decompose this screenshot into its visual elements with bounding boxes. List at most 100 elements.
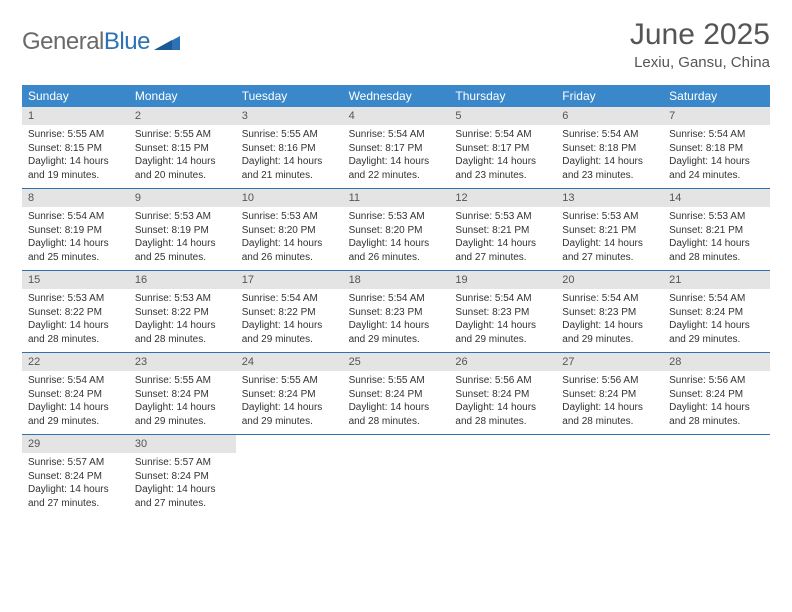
- day-number: [236, 435, 343, 455]
- logo-text-blue: Blue: [104, 28, 150, 56]
- calendar-week: 15Sunrise: 5:53 AMSunset: 8:22 PMDayligh…: [22, 271, 770, 353]
- day-details: Sunrise: 5:55 AMSunset: 8:24 PMDaylight:…: [343, 371, 450, 434]
- calendar-day: 25Sunrise: 5:55 AMSunset: 8:24 PMDayligh…: [343, 353, 450, 434]
- day-number: [343, 435, 450, 455]
- day-details: Sunrise: 5:53 AMSunset: 8:20 PMDaylight:…: [343, 207, 450, 270]
- calendar-day: 9Sunrise: 5:53 AMSunset: 8:19 PMDaylight…: [129, 189, 236, 270]
- day-number: 17: [236, 271, 343, 289]
- calendar-day: 20Sunrise: 5:54 AMSunset: 8:23 PMDayligh…: [556, 271, 663, 352]
- day-number: 26: [449, 353, 556, 371]
- calendar-day: 1Sunrise: 5:55 AMSunset: 8:15 PMDaylight…: [22, 107, 129, 188]
- calendar-day: 16Sunrise: 5:53 AMSunset: 8:22 PMDayligh…: [129, 271, 236, 352]
- logo: GeneralBlue: [22, 18, 180, 56]
- day-details: Sunrise: 5:53 AMSunset: 8:20 PMDaylight:…: [236, 207, 343, 270]
- day-details: Sunrise: 5:53 AMSunset: 8:21 PMDaylight:…: [663, 207, 770, 270]
- day-details: [236, 455, 343, 512]
- day-number: 20: [556, 271, 663, 289]
- day-number: 3: [236, 107, 343, 125]
- day-details: Sunrise: 5:54 AMSunset: 8:24 PMDaylight:…: [663, 289, 770, 352]
- page-header: GeneralBlue June 2025 Lexiu, Gansu, Chin…: [22, 18, 770, 71]
- calendar-day: 3Sunrise: 5:55 AMSunset: 8:16 PMDaylight…: [236, 107, 343, 188]
- day-details: Sunrise: 5:54 AMSunset: 8:23 PMDaylight:…: [343, 289, 450, 352]
- calendar-day: 26Sunrise: 5:56 AMSunset: 8:24 PMDayligh…: [449, 353, 556, 434]
- calendar-day: 23Sunrise: 5:55 AMSunset: 8:24 PMDayligh…: [129, 353, 236, 434]
- calendar-day: 6Sunrise: 5:54 AMSunset: 8:18 PMDaylight…: [556, 107, 663, 188]
- day-details: Sunrise: 5:55 AMSunset: 8:16 PMDaylight:…: [236, 125, 343, 188]
- weekday-header: Saturday: [663, 85, 770, 107]
- day-details: Sunrise: 5:54 AMSunset: 8:18 PMDaylight:…: [663, 125, 770, 188]
- calendar-week: 22Sunrise: 5:54 AMSunset: 8:24 PMDayligh…: [22, 353, 770, 435]
- day-number: 19: [449, 271, 556, 289]
- weekday-header: Wednesday: [343, 85, 450, 107]
- day-details: Sunrise: 5:53 AMSunset: 8:21 PMDaylight:…: [449, 207, 556, 270]
- day-details: Sunrise: 5:53 AMSunset: 8:22 PMDaylight:…: [129, 289, 236, 352]
- day-number: 22: [22, 353, 129, 371]
- day-number: 23: [129, 353, 236, 371]
- calendar-day: 7Sunrise: 5:54 AMSunset: 8:18 PMDaylight…: [663, 107, 770, 188]
- calendar-day: 21Sunrise: 5:54 AMSunset: 8:24 PMDayligh…: [663, 271, 770, 352]
- weekday-header: Friday: [556, 85, 663, 107]
- day-details: Sunrise: 5:53 AMSunset: 8:19 PMDaylight:…: [129, 207, 236, 270]
- day-number: 15: [22, 271, 129, 289]
- day-details: Sunrise: 5:55 AMSunset: 8:15 PMDaylight:…: [22, 125, 129, 188]
- day-details: Sunrise: 5:57 AMSunset: 8:24 PMDaylight:…: [22, 453, 129, 516]
- calendar-week: 8Sunrise: 5:54 AMSunset: 8:19 PMDaylight…: [22, 189, 770, 271]
- day-number: 11: [343, 189, 450, 207]
- title-block: June 2025 Lexiu, Gansu, China: [630, 18, 770, 71]
- day-details: [556, 455, 663, 512]
- day-number: 28: [663, 353, 770, 371]
- day-number: 5: [449, 107, 556, 125]
- day-number: 12: [449, 189, 556, 207]
- calendar-day: 17Sunrise: 5:54 AMSunset: 8:22 PMDayligh…: [236, 271, 343, 352]
- day-details: Sunrise: 5:56 AMSunset: 8:24 PMDaylight:…: [663, 371, 770, 434]
- calendar-day: 29Sunrise: 5:57 AMSunset: 8:24 PMDayligh…: [22, 435, 129, 516]
- day-details: [663, 455, 770, 512]
- day-details: Sunrise: 5:54 AMSunset: 8:17 PMDaylight:…: [343, 125, 450, 188]
- day-details: Sunrise: 5:55 AMSunset: 8:24 PMDaylight:…: [236, 371, 343, 434]
- calendar-day: 12Sunrise: 5:53 AMSunset: 8:21 PMDayligh…: [449, 189, 556, 270]
- day-details: Sunrise: 5:53 AMSunset: 8:21 PMDaylight:…: [556, 207, 663, 270]
- calendar-day: 13Sunrise: 5:53 AMSunset: 8:21 PMDayligh…: [556, 189, 663, 270]
- month-title: June 2025: [630, 18, 770, 52]
- day-number: 30: [129, 435, 236, 453]
- day-details: Sunrise: 5:54 AMSunset: 8:19 PMDaylight:…: [22, 207, 129, 270]
- day-number: [449, 435, 556, 455]
- weekday-header: Thursday: [449, 85, 556, 107]
- weekday-header: Sunday: [22, 85, 129, 107]
- calendar-page: GeneralBlue June 2025 Lexiu, Gansu, Chin…: [0, 0, 792, 534]
- calendar-day: 10Sunrise: 5:53 AMSunset: 8:20 PMDayligh…: [236, 189, 343, 270]
- day-details: Sunrise: 5:57 AMSunset: 8:24 PMDaylight:…: [129, 453, 236, 516]
- calendar-day: 8Sunrise: 5:54 AMSunset: 8:19 PMDaylight…: [22, 189, 129, 270]
- day-details: Sunrise: 5:54 AMSunset: 8:24 PMDaylight:…: [22, 371, 129, 434]
- calendar-day: 5Sunrise: 5:54 AMSunset: 8:17 PMDaylight…: [449, 107, 556, 188]
- day-details: Sunrise: 5:55 AMSunset: 8:15 PMDaylight:…: [129, 125, 236, 188]
- calendar-day: 11Sunrise: 5:53 AMSunset: 8:20 PMDayligh…: [343, 189, 450, 270]
- day-details: Sunrise: 5:54 AMSunset: 8:22 PMDaylight:…: [236, 289, 343, 352]
- calendar-day: 2Sunrise: 5:55 AMSunset: 8:15 PMDaylight…: [129, 107, 236, 188]
- calendar-day-empty: [556, 435, 663, 516]
- calendar-day: 30Sunrise: 5:57 AMSunset: 8:24 PMDayligh…: [129, 435, 236, 516]
- calendar-body: 1Sunrise: 5:55 AMSunset: 8:15 PMDaylight…: [22, 107, 770, 516]
- day-number: 6: [556, 107, 663, 125]
- weekday-header-row: SundayMondayTuesdayWednesdayThursdayFrid…: [22, 85, 770, 107]
- day-details: Sunrise: 5:56 AMSunset: 8:24 PMDaylight:…: [449, 371, 556, 434]
- day-number: 7: [663, 107, 770, 125]
- day-number: 27: [556, 353, 663, 371]
- day-number: [663, 435, 770, 455]
- day-details: Sunrise: 5:55 AMSunset: 8:24 PMDaylight:…: [129, 371, 236, 434]
- day-details: Sunrise: 5:53 AMSunset: 8:22 PMDaylight:…: [22, 289, 129, 352]
- day-details: Sunrise: 5:54 AMSunset: 8:17 PMDaylight:…: [449, 125, 556, 188]
- day-details: Sunrise: 5:54 AMSunset: 8:23 PMDaylight:…: [556, 289, 663, 352]
- day-details: [343, 455, 450, 512]
- calendar-day: 28Sunrise: 5:56 AMSunset: 8:24 PMDayligh…: [663, 353, 770, 434]
- location-text: Lexiu, Gansu, China: [630, 54, 770, 71]
- day-number: 25: [343, 353, 450, 371]
- day-number: 2: [129, 107, 236, 125]
- logo-triangle-icon: [154, 32, 180, 53]
- calendar-week: 29Sunrise: 5:57 AMSunset: 8:24 PMDayligh…: [22, 435, 770, 516]
- weekday-header: Monday: [129, 85, 236, 107]
- calendar-day: 4Sunrise: 5:54 AMSunset: 8:17 PMDaylight…: [343, 107, 450, 188]
- day-details: Sunrise: 5:54 AMSunset: 8:18 PMDaylight:…: [556, 125, 663, 188]
- calendar-day: 27Sunrise: 5:56 AMSunset: 8:24 PMDayligh…: [556, 353, 663, 434]
- day-number: 4: [343, 107, 450, 125]
